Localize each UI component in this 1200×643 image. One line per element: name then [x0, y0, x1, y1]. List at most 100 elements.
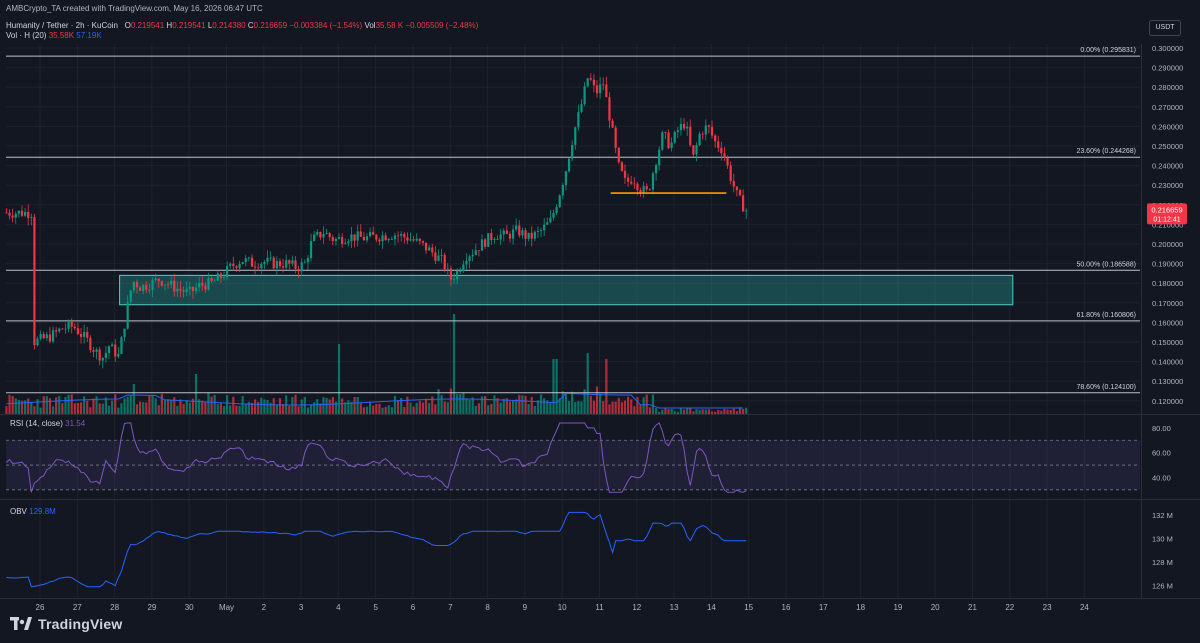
- candle-body: [480, 239, 484, 251]
- candle-body: [431, 247, 434, 253]
- volume-bar: [515, 399, 518, 414]
- price-tag: 0.216659 01:12:41: [1147, 203, 1187, 225]
- candle-body: [142, 284, 145, 291]
- candle-body: [350, 234, 353, 242]
- volume-bar: [194, 374, 198, 414]
- volume-bar: [434, 404, 437, 414]
- date-tick-label: 29: [147, 603, 156, 612]
- candle-body: [602, 84, 605, 86]
- volume-bar: [571, 391, 574, 414]
- candle-body: [188, 286, 191, 289]
- volume-bar: [11, 396, 14, 414]
- candle-body: [689, 126, 692, 146]
- volume-bar: [648, 407, 651, 414]
- price-tick-label: 0.170000: [1152, 299, 1183, 308]
- candle-body: [316, 232, 319, 235]
- volume-bar: [378, 403, 381, 414]
- candle-body: [415, 238, 418, 241]
- candle-body: [89, 337, 92, 351]
- price-tick-label: 0.190000: [1152, 260, 1183, 269]
- volume-bar: [238, 405, 241, 414]
- volume-bar: [297, 406, 300, 414]
- volume-bar: [658, 411, 661, 414]
- candle-body: [328, 233, 331, 238]
- candle-body: [670, 142, 673, 149]
- candle-body: [114, 344, 117, 357]
- volume-bar: [400, 398, 403, 414]
- volume-bar: [670, 408, 673, 414]
- low-label: L: [207, 21, 213, 30]
- candle-body: [173, 280, 176, 292]
- candle-body: [605, 84, 608, 98]
- candle-body: [549, 217, 552, 223]
- volume-bar: [539, 394, 543, 414]
- volume-bar: [381, 407, 384, 414]
- volume-bar: [452, 314, 456, 414]
- close-label: C: [247, 21, 254, 30]
- candle-body: [552, 213, 555, 218]
- candle-body: [319, 232, 322, 238]
- candle-body: [5, 212, 8, 214]
- credit-text: AMBCrypto_TA created with TradingView.co…: [6, 4, 263, 13]
- candle-body: [260, 263, 263, 269]
- volume-bar: [325, 397, 328, 414]
- candle-body: [36, 338, 39, 346]
- volume-bar: [412, 406, 415, 414]
- candle-body: [48, 334, 52, 342]
- candle-body: [344, 243, 347, 244]
- rsi-pane: 80.00 60.00 40.00: [6, 422, 1171, 493]
- volume-bar: [36, 399, 39, 414]
- price-tick-label: 0.140000: [1152, 358, 1183, 367]
- candle-body: [272, 257, 275, 269]
- volume-bar: [27, 398, 30, 414]
- volume-bar: [123, 398, 126, 414]
- candle-body: [55, 330, 58, 332]
- volume-bar: [48, 398, 52, 414]
- volume-bar: [527, 404, 530, 414]
- price-axis[interactable]: 0.300000 0.290000 0.280000 0.270000 0.260000…: [1152, 44, 1183, 406]
- volume-bar: [55, 397, 58, 414]
- candle-body: [45, 334, 48, 339]
- volume-bar: [732, 408, 735, 414]
- candle-body: [170, 280, 173, 285]
- volume-bar: [23, 400, 27, 414]
- candle-body: [163, 284, 167, 286]
- volume-bar: [623, 400, 627, 414]
- time-axis[interactable]: 26 27 28 29 30 May 2 3 4 5 6 7 8 9 10 11 12 13 14 15 16 17 18 1…: [36, 603, 1090, 612]
- date-tick-label: 10: [558, 603, 567, 612]
- volume-bar: [384, 406, 387, 414]
- candle-body: [126, 301, 129, 329]
- volume-bar: [701, 409, 704, 414]
- high-value: 0.219541: [172, 21, 206, 30]
- candle-body: [154, 278, 157, 281]
- candle-body: [120, 337, 123, 354]
- symbol-label[interactable]: Humanity / Tether · 2h · KuCoin: [6, 21, 118, 30]
- candle-body: [334, 238, 338, 242]
- volume-bar: [745, 407, 748, 414]
- volume-bar: [61, 403, 64, 414]
- candle-body: [381, 235, 384, 242]
- volume-bar: [79, 402, 83, 414]
- volume-bar: [281, 404, 285, 414]
- price-tick-label: 0.280000: [1152, 83, 1183, 92]
- volume-bar: [216, 404, 219, 414]
- volume-bar: [17, 399, 20, 414]
- rsi-label[interactable]: RSI (14, close): [10, 419, 63, 428]
- candle-body: [418, 238, 421, 241]
- candle-body: [341, 237, 344, 244]
- candle-body: [698, 133, 701, 146]
- volume-bar: [8, 394, 11, 414]
- currency-badge[interactable]: USDT: [1149, 20, 1181, 36]
- candle-body: [735, 186, 738, 191]
- volume-bar: [390, 407, 393, 414]
- volume-bar: [424, 398, 428, 414]
- low-value: 0.214380: [212, 21, 246, 30]
- candle-body: [396, 235, 400, 237]
- volume-indicator-label[interactable]: Vol · H (20): [6, 31, 47, 40]
- volume-bar: [219, 403, 223, 414]
- candle-body: [589, 78, 592, 80]
- obv-label[interactable]: OBV: [10, 507, 27, 516]
- volume-bar: [546, 400, 549, 414]
- volume-bar: [564, 393, 568, 414]
